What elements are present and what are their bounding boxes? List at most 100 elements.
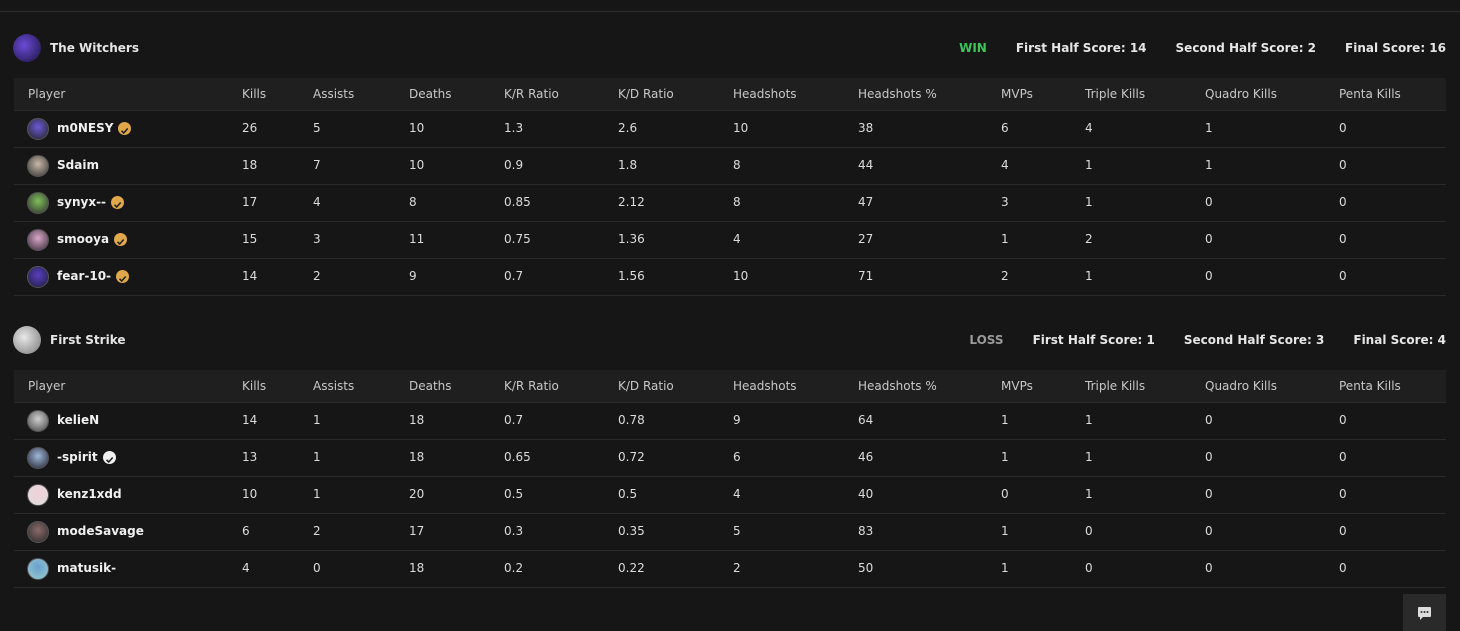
stat-cell: 1	[1085, 195, 1093, 209]
stat-cell: 9	[409, 269, 417, 283]
stat-cell: 44	[858, 158, 874, 172]
stat-cell: 1	[1085, 413, 1093, 427]
stat-cell: 0	[1339, 450, 1347, 464]
team-name: First Strike	[50, 333, 126, 347]
stat-cell: 0	[1339, 561, 1347, 575]
player-name[interactable]: Sdaim	[57, 158, 99, 172]
stat-cell: 0	[1339, 413, 1347, 427]
player-avatar	[27, 521, 49, 543]
stat-cell: 0.7	[504, 413, 524, 427]
stat-cell: 1	[313, 487, 321, 501]
player-name[interactable]: matusik-	[57, 561, 117, 575]
player-avatar	[27, 266, 49, 288]
stat-cell: 17	[242, 195, 258, 209]
chat-icon	[1418, 607, 1431, 620]
row-divider	[14, 513, 1446, 514]
stat-cell: 1	[1001, 450, 1009, 464]
stat-cell: 18	[409, 413, 425, 427]
column-header: Assists	[313, 87, 355, 101]
verified-badge	[111, 196, 124, 209]
row-divider	[14, 550, 1446, 551]
stat-cell: 1	[1001, 524, 1009, 538]
column-header: Quadro Kills	[1205, 379, 1277, 393]
stat-cell: 2.12	[618, 195, 645, 209]
stat-cell: 0.72	[618, 450, 645, 464]
column-header: Player	[28, 379, 66, 393]
player-avatar	[27, 558, 49, 580]
team-logo	[13, 34, 41, 62]
player-avatar	[27, 484, 49, 506]
divider	[0, 11, 1460, 12]
score: Final Score: 16	[1345, 41, 1446, 55]
stat-cell: 1.56	[618, 269, 645, 283]
stat-cell: 0	[1205, 450, 1213, 464]
stat-cell: 0	[1339, 487, 1347, 501]
player-avatar	[27, 192, 49, 214]
player-name[interactable]: -spirit	[57, 450, 98, 464]
column-header: MVPs	[1001, 379, 1033, 393]
column-header: K/R Ratio	[504, 379, 559, 393]
row-divider	[14, 295, 1446, 296]
stat-cell: 1	[1001, 232, 1009, 246]
stat-cell: 0	[1205, 269, 1213, 283]
row-divider	[14, 402, 1446, 403]
row-divider	[14, 147, 1446, 148]
stat-cell: 0	[1205, 195, 1213, 209]
stat-cell: 0.35	[618, 524, 645, 538]
score: First Half Score: 14	[1015, 41, 1147, 55]
stat-cell: 20	[409, 487, 425, 501]
stat-cell: 0.5	[618, 487, 638, 501]
player-name[interactable]: kelieN	[57, 413, 100, 427]
stat-cell: 2	[313, 269, 321, 283]
column-header: K/R Ratio	[504, 87, 559, 101]
match-result: WIN	[959, 41, 987, 55]
stat-cell: 1	[1085, 487, 1093, 501]
player-name[interactable]: synyx--	[57, 195, 107, 209]
stat-cell: 8	[409, 195, 417, 209]
stat-cell: 3	[313, 232, 321, 246]
stat-cell: 0	[1001, 487, 1009, 501]
stat-cell: 2	[1085, 232, 1093, 246]
stat-cell: 0.75	[504, 232, 531, 246]
stat-cell: 1	[1205, 121, 1213, 135]
stat-cell: 0.85	[504, 195, 531, 209]
stat-cell: 83	[858, 524, 874, 538]
stat-cell: 5	[733, 524, 741, 538]
stat-cell: 18	[242, 158, 258, 172]
stat-cell: 1.3	[504, 121, 524, 135]
stat-cell: 0	[1205, 413, 1213, 427]
stat-cell: 14	[242, 269, 258, 283]
stat-cell: 1	[1085, 450, 1093, 464]
stat-cell: 4	[1085, 121, 1093, 135]
table-header	[14, 78, 1446, 110]
column-header: Player	[28, 87, 66, 101]
stat-cell: 1	[313, 413, 321, 427]
stat-cell: 0	[1205, 232, 1213, 246]
row-divider	[14, 439, 1446, 440]
player-name[interactable]: modeSavage	[57, 524, 144, 538]
player-avatar	[27, 410, 49, 432]
player-name[interactable]: kenz1xdd	[57, 487, 122, 501]
check-icon	[116, 238, 125, 246]
stat-cell: 0.2	[504, 561, 524, 575]
verified-badge	[118, 122, 131, 135]
stat-cell: 10	[733, 269, 749, 283]
stat-cell: 0	[313, 561, 321, 575]
stat-cell: 2.6	[618, 121, 638, 135]
stat-cell: 38	[858, 121, 874, 135]
player-name[interactable]: smooya	[57, 232, 110, 246]
column-header: K/D Ratio	[618, 379, 674, 393]
player-name[interactable]: m0NESY	[57, 121, 114, 135]
column-header: Deaths	[409, 87, 452, 101]
team-logo	[13, 326, 41, 354]
stat-cell: 8	[733, 158, 741, 172]
chat-button[interactable]	[1403, 594, 1446, 631]
stat-cell: 0	[1205, 524, 1213, 538]
stat-cell: 50	[858, 561, 874, 575]
stat-cell: 26	[242, 121, 258, 135]
column-header: Assists	[313, 379, 355, 393]
stat-cell: 0	[1339, 121, 1347, 135]
stat-cell: 47	[858, 195, 874, 209]
player-name[interactable]: fear-10-	[57, 269, 112, 283]
stat-cell: 6	[733, 450, 741, 464]
